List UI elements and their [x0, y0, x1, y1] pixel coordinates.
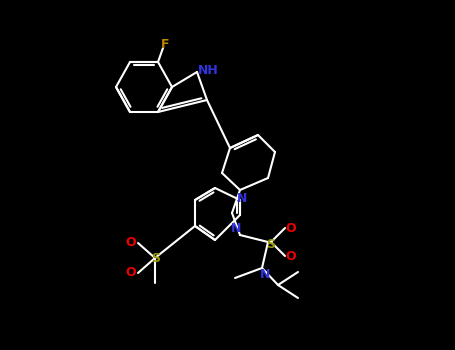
Text: O: O: [126, 266, 136, 280]
Text: N: N: [231, 222, 241, 235]
Text: O: O: [286, 250, 296, 262]
Text: S: S: [267, 238, 275, 251]
Text: F: F: [161, 37, 169, 50]
Text: N: N: [237, 191, 247, 204]
Text: O: O: [286, 222, 296, 235]
Text: N: N: [260, 268, 270, 281]
Text: NH: NH: [197, 63, 218, 77]
Text: O: O: [126, 237, 136, 250]
Text: S: S: [152, 252, 161, 266]
